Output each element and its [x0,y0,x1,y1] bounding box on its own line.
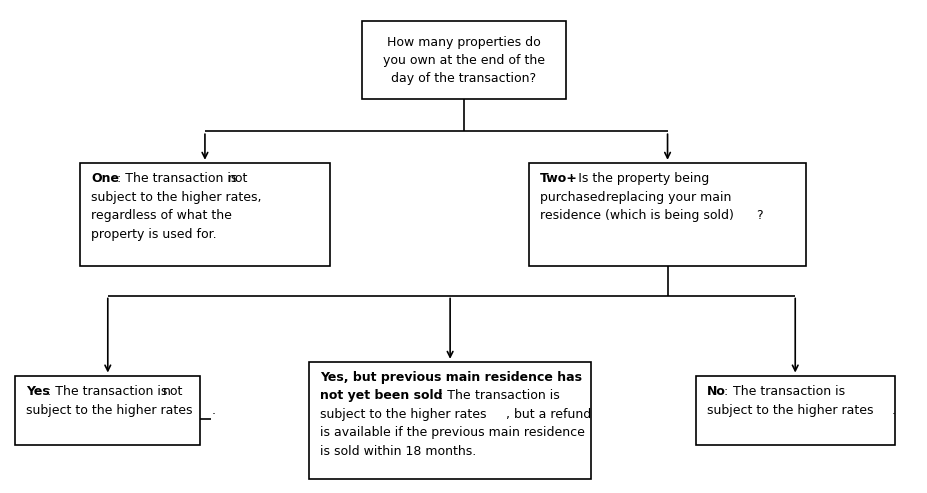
FancyBboxPatch shape [309,362,590,479]
Text: No: No [706,385,725,398]
FancyBboxPatch shape [80,163,329,266]
FancyBboxPatch shape [695,377,894,445]
Text: .: . [891,404,895,417]
Text: residence (which is being sold): residence (which is being sold) [540,209,733,222]
Text: : The transaction is: : The transaction is [117,172,241,185]
Text: Yes, but previous main residence has: Yes, but previous main residence has [320,371,581,384]
Text: is sold within 18 months.: is sold within 18 months. [320,445,476,458]
Text: Two+: Two+ [540,172,578,185]
Text: not: not [163,385,184,398]
FancyBboxPatch shape [528,163,806,266]
Text: ?: ? [756,209,762,222]
Text: : Is the property being: : Is the property being [570,172,709,185]
Text: Yes: Yes [26,385,50,398]
FancyBboxPatch shape [362,21,565,100]
Text: .: . [211,404,215,417]
Text: transaction is: transaction is [474,389,559,402]
Text: How many properties do
you own at the end of the
day of the transaction?: How many properties do you own at the en… [383,35,544,85]
Text: : The: : The [438,389,474,402]
Text: The transaction is: The transaction is [732,385,844,398]
Text: property is used for.: property is used for. [91,228,217,241]
Text: not: not [228,172,248,185]
Text: purchased: purchased [540,191,609,204]
Text: subject to the higher rates: subject to the higher rates [706,404,872,417]
Text: subject to the higher rates: subject to the higher rates [320,408,486,421]
Text: One: One [91,172,119,185]
Text: is available if the previous main residence: is available if the previous main reside… [320,426,584,439]
FancyBboxPatch shape [15,377,200,445]
Text: :: : [723,385,731,398]
Text: subject to the higher rates,: subject to the higher rates, [91,191,261,204]
Text: , but a refund: , but a refund [505,408,590,421]
Text: : The transaction is: : The transaction is [46,385,171,398]
Text: regardless of what the: regardless of what the [91,209,232,222]
Text: subject to the higher rates: subject to the higher rates [26,404,193,417]
Text: not yet been sold: not yet been sold [320,389,442,402]
Text: replacing your main: replacing your main [606,191,731,204]
